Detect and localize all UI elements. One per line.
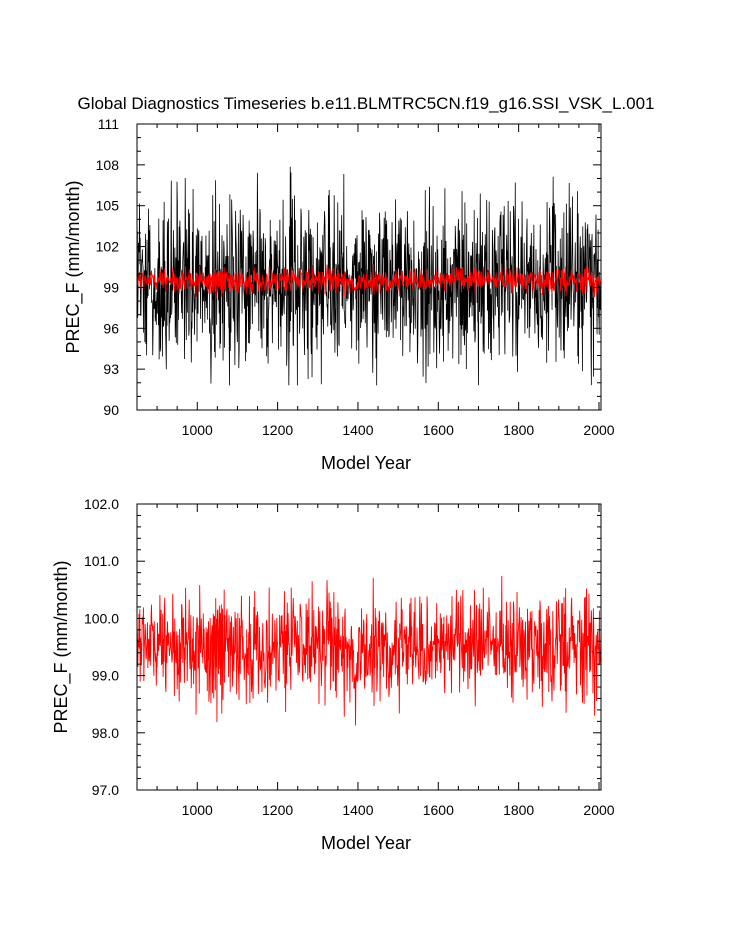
bottom-chart: 1000 1200 1400 1600 1800 2000 97.0 98.0 99.0 100.… [51, 496, 615, 853]
bottom-y-tick-label: 98.0 [92, 725, 119, 741]
top-x-tick-label: 1400 [342, 422, 373, 438]
top-x-tick-label: 1600 [423, 422, 454, 438]
top-y-tick-label: 102 [96, 239, 120, 255]
top-y-tick-label: 105 [96, 198, 120, 214]
bottom-axes: 1000 1200 1400 1600 1800 2000 97.0 98.0 99.0 100.… [84, 496, 615, 818]
top-series-annual-mean-line [137, 263, 601, 300]
bottom-x-tick-label: 1400 [342, 802, 373, 818]
top-y-tick-label: 96 [103, 320, 119, 336]
chart-title: Global Diagnostics Timeseries b.e11.BLMT… [77, 94, 654, 113]
bottom-series-annual-mean-line [137, 575, 601, 726]
bottom-y-tick-label: 100.0 [84, 610, 119, 626]
top-y-tick-label: 111 [98, 116, 119, 132]
top-x-tick-label: 1000 [182, 422, 213, 438]
top-plot-frame [136, 123, 602, 411]
bottom-y-tick-label: 102.0 [84, 496, 119, 512]
bottom-y-tick-label: 97.0 [92, 782, 119, 798]
top-y-tick-label: 108 [96, 157, 120, 173]
top-y-tick-label: 90 [103, 402, 119, 418]
top-x-axis-title: Model Year [321, 453, 411, 473]
bottom-x-tick-label: 1800 [503, 802, 534, 818]
top-x-tick-label: 1200 [262, 422, 293, 438]
top-x-tick-label: 2000 [583, 422, 614, 438]
bottom-y-tick-label: 101.0 [84, 553, 119, 569]
top-chart: 1000 1200 1400 1600 1800 2000 90 93 96 99 102 105 10… [63, 116, 615, 473]
bottom-x-tick-label: 1000 [182, 802, 213, 818]
top-axes: 1000 1200 1400 1600 1800 2000 90 93 96 99 102 105 10… [96, 116, 615, 438]
bottom-x-axis-title: Model Year [321, 833, 411, 853]
bottom-plot-frame [136, 503, 602, 791]
bottom-x-tick-label: 1200 [262, 802, 293, 818]
top-y-tick-label: 93 [103, 361, 119, 377]
top-y-tick-label: 99 [103, 279, 119, 295]
top-x-tick-label: 1800 [503, 422, 534, 438]
top-y-axis-title: PREC_F (mm/month) [63, 180, 84, 353]
bottom-x-tick-label: 1600 [423, 802, 454, 818]
top-series-monthly-line [137, 166, 601, 386]
top-series-group [137, 166, 601, 386]
bottom-x-tick-label: 2000 [583, 802, 614, 818]
bottom-y-axis-title: PREC_F (mm/month) [51, 560, 72, 733]
bottom-y-tick-label: 99.0 [92, 668, 119, 684]
bottom-series-group [137, 575, 601, 726]
